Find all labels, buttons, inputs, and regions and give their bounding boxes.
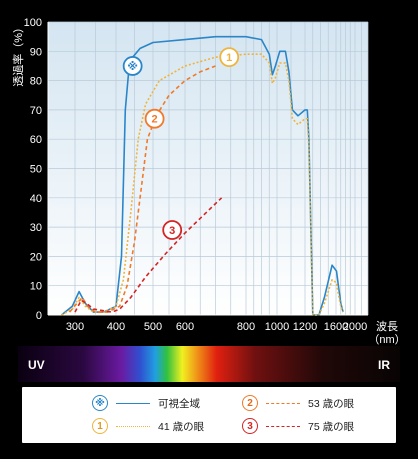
x-tick-label: 300	[66, 321, 84, 333]
callout-circle	[144, 108, 165, 129]
legend-line-age41	[116, 425, 150, 427]
series-line-1	[61, 53, 344, 316]
callout-label: 3	[169, 225, 175, 237]
chart: 0 10 20 30 40 50 60 70 80 90 100 300 400 500 600 800 100…	[11, 17, 406, 382]
spectrum-uv-label: UV	[28, 358, 45, 372]
callout-circle	[162, 220, 183, 240]
callouts: ※ 1 2 3	[122, 47, 240, 240]
y-tick-label: 60	[30, 134, 42, 146]
callout-badge-2: 2	[144, 108, 165, 129]
x-tick-label: 800	[237, 321, 255, 333]
x-tick-label: 400	[107, 321, 125, 333]
spectrum-band	[18, 346, 400, 382]
spectrum-ir-label: IR	[378, 358, 390, 372]
y-tick-label: 0	[36, 310, 42, 322]
callout-badge-3: 3	[162, 220, 183, 240]
series-line-3	[74, 197, 223, 313]
series-group	[60, 35, 344, 316]
legend-badge-age53: 2	[242, 395, 258, 411]
y-tick-label: 90	[30, 46, 42, 58]
callout-label: ※	[127, 61, 138, 73]
legend-label-age75: 75 歳の眼	[308, 420, 355, 433]
axes: 0 10 20 30 40 50 60 70 80 90 100 300 400 500 600 800 100…	[24, 17, 368, 333]
x-axis-title-line1: 波長	[376, 320, 398, 333]
y-tick-label: 100	[24, 17, 42, 29]
y-tick-label: 50	[30, 164, 42, 176]
legend-item-age53: 2 53 歳の眼	[242, 393, 354, 413]
legend-line-age53	[266, 402, 300, 404]
legend-line-age75	[266, 425, 300, 427]
callout-circle	[122, 56, 143, 76]
legend-item-visible: ※ 可視全域	[92, 393, 200, 413]
legend-label-age53: 53 歳の眼	[308, 397, 355, 410]
callout-circle	[219, 47, 240, 68]
x-tick-label: 500	[144, 321, 162, 333]
legend-label-visible: 可視全域	[158, 397, 200, 410]
y-tick-label: 30	[30, 222, 42, 234]
x-axis-title-line2: （nm）	[368, 333, 405, 346]
x-tick-label: 1600	[324, 321, 348, 333]
x-tick-label: 1200	[293, 321, 317, 333]
legend-badge-age41: 1	[92, 418, 108, 434]
y-axis-title: 透過率（%）	[11, 22, 25, 87]
x-tick-label: 600	[176, 321, 194, 333]
legend-badge-age75: 3	[242, 418, 258, 434]
x-tick-label: 2000	[343, 321, 367, 333]
y-tick-label: 10	[30, 281, 42, 293]
y-tick-label: 20	[30, 251, 42, 263]
callout-badge-1: 1	[219, 47, 240, 68]
legend-line-visible	[116, 402, 150, 404]
x-tick-label: 1000	[265, 321, 289, 333]
y-tick-label: 80	[30, 76, 42, 88]
callout-label: 1	[226, 52, 232, 64]
legend-item-age41: 1 41 歳の眼	[92, 416, 204, 436]
y-tick-label: 40	[30, 193, 42, 205]
legend-label-age41: 41 歳の眼	[158, 420, 205, 433]
callout-badge-0: ※	[122, 56, 143, 76]
legend-item-age75: 3 75 歳の眼	[242, 416, 354, 436]
legend: ※ 可視全域 1 41 歳の眼 2 53 歳の眼 3 75 歳の眼	[22, 387, 396, 443]
legend-badge-visible: ※	[92, 395, 108, 411]
y-tick-label: 70	[30, 105, 42, 117]
callout-label: 2	[152, 114, 158, 126]
